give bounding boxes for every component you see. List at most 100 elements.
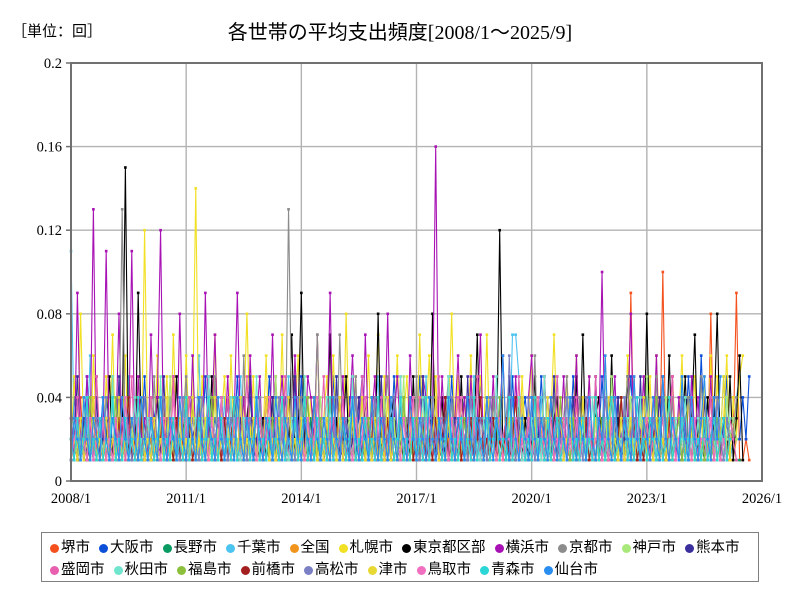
data-point [341,458,345,462]
data-point [277,396,281,399]
legend-item-15[interactable]: 高松市 [304,563,359,578]
data-point [76,458,79,462]
legend-item-3[interactable]: 千葉市 [226,541,281,556]
legend-item-10[interactable]: 熊本市 [685,541,740,556]
data-point [229,437,233,441]
legend-item-7[interactable]: 横浜市 [494,541,549,556]
data-point [143,228,146,232]
data-point [610,375,613,378]
data-point [236,417,239,420]
data-point [284,375,287,378]
data-point [629,396,633,399]
data-point [632,458,636,462]
data-point [248,417,252,420]
data-point [303,375,306,378]
data-point [584,417,588,420]
data-point [683,396,687,399]
legend-item-16[interactable]: 津市 [367,563,408,578]
data-point [367,417,370,420]
data-point [341,437,345,441]
data-point [264,354,268,357]
data-point [543,375,546,378]
data-point [456,354,460,357]
data-point [386,396,390,399]
data-point [178,312,182,316]
data-point [709,354,713,357]
data-point [146,437,150,441]
legend-item-19[interactable]: 仙台市 [543,563,598,578]
legend-item-6[interactable]: 東京都区部 [402,541,486,556]
data-point [184,375,188,378]
legend-item-13[interactable]: 福島市 [177,563,232,578]
legend-item-17[interactable]: 鳥取市 [416,561,472,578]
legend-item-9[interactable]: 神戸市 [621,541,676,556]
data-point [565,437,569,441]
data-point [725,354,729,357]
data-point [421,396,425,399]
data-point [498,228,501,232]
data-point [674,437,677,441]
data-point [475,417,479,420]
legend-item-12[interactable]: 秋田市 [113,563,168,578]
data-point [715,458,719,462]
data-point [204,458,207,462]
data-point [507,354,511,357]
data-point [428,354,431,357]
data-point [559,396,562,399]
data-point [114,417,118,420]
x-tick-label: 2008/1 [51,491,91,507]
data-point [408,396,412,399]
legend-item-18[interactable]: 青森市 [480,563,535,578]
data-point [517,458,521,462]
chart-svg: 0 0.04 0.08 0.12 0.16 0.2 2008/1 2011/1 2014/1 20… [37,56,783,507]
data-point [156,458,159,462]
data-point [184,396,188,399]
data-point [124,458,127,462]
legend-item-4[interactable]: 全国 [289,541,330,556]
data-point [546,396,549,399]
data-point [172,333,175,336]
data-point [709,437,713,441]
legend-item-8[interactable]: 京都市 [558,541,613,556]
legend-item-0[interactable]: 堺市 [50,541,90,556]
data-point [146,417,150,420]
data-point [338,437,342,441]
data-point [709,312,713,316]
data-point [108,375,111,378]
data-point [380,375,383,378]
data-point [565,396,569,399]
data-point [274,417,278,420]
data-point [597,458,601,462]
data-point [581,333,585,336]
data-point [507,458,511,462]
data-point [335,375,338,378]
data-point [220,396,223,399]
data-point [85,396,89,399]
legend-item-2[interactable]: 長野市 [162,541,217,556]
data-point [626,375,629,378]
legend-label: 鳥取市 [427,561,472,578]
data-point [533,354,537,357]
data-point [671,458,674,462]
legend-item-5[interactable]: 札幌市 [338,541,393,556]
data-point [348,437,351,441]
legend-item-1[interactable]: 大阪市 [99,541,154,556]
data-point [683,458,687,462]
data-point [296,354,300,357]
data-point [578,417,581,420]
data-point [527,417,530,420]
data-point [719,375,722,378]
data-point [149,333,153,336]
data-point [124,437,127,441]
data-point [328,291,332,295]
data-point [143,375,146,378]
legend-item-11[interactable]: 盛岡市 [50,563,105,578]
legend-item-14[interactable]: 前橋市 [240,563,295,578]
data-point [232,417,236,420]
legend-label: 青森市 [491,561,535,578]
data-point [229,354,233,357]
data-point [165,458,169,462]
data-point [626,437,629,441]
data-point [543,458,546,462]
data-point [165,375,169,378]
